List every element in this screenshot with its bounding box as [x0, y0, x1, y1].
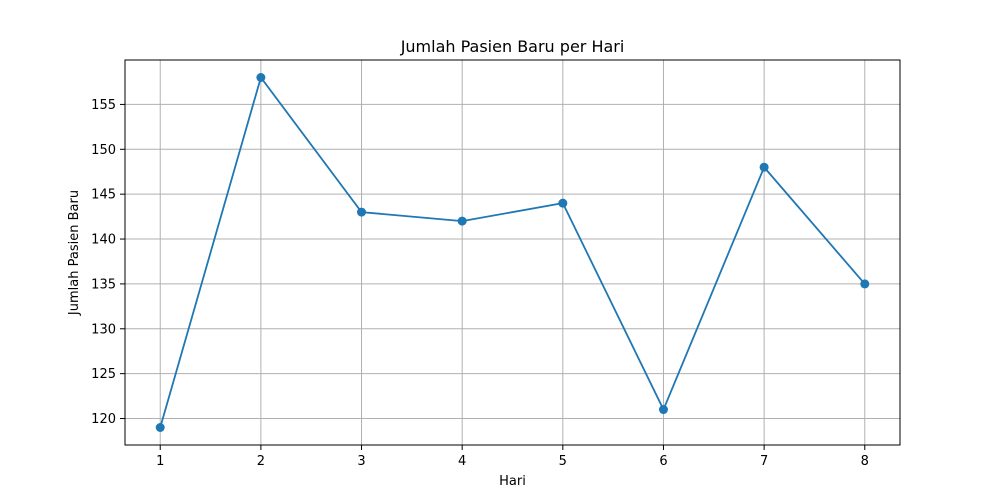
- x-tick-label: 6: [659, 454, 667, 469]
- y-tick-label: 150: [91, 143, 116, 158]
- chart-title: Jumlah Pasien Baru per Hari: [400, 37, 625, 56]
- data-point: [658, 405, 668, 415]
- x-tick-label: 4: [458, 454, 466, 469]
- x-tick-label: 2: [257, 454, 265, 469]
- series-line: [159, 75, 866, 428]
- plot-area-frame: [124, 59, 901, 446]
- axis-ticks: 1 2 3 4 5 6 7 8 120 125 130 135 140 145 150 155: [91, 98, 869, 469]
- data-point: [558, 198, 568, 208]
- data-point: [457, 216, 467, 226]
- x-tick-label: 1: [156, 454, 164, 469]
- x-axis-label: Hari: [499, 474, 526, 489]
- x-tick-label: 8: [861, 454, 869, 469]
- y-tick-label: 145: [91, 188, 116, 203]
- grid: [125, 60, 900, 445]
- y-tick-label: 130: [91, 322, 116, 337]
- y-tick-label: 120: [91, 412, 116, 427]
- x-tick-label: 5: [559, 454, 567, 469]
- data-point: [759, 162, 769, 172]
- series-layer: [155, 73, 870, 432]
- x-tick-label: 3: [357, 454, 365, 469]
- y-tick-label: 140: [91, 233, 116, 248]
- data-point: [357, 207, 367, 217]
- x-tick-label: 7: [760, 454, 768, 469]
- y-tick-label: 125: [91, 367, 116, 382]
- data-point: [155, 423, 165, 432]
- data-point: [256, 73, 266, 82]
- data-point: [860, 279, 870, 289]
- y-tick-label: 155: [91, 98, 116, 113]
- y-tick-label: 135: [91, 277, 116, 292]
- y-axis-label: Jumlah Pasien Baru: [67, 190, 82, 316]
